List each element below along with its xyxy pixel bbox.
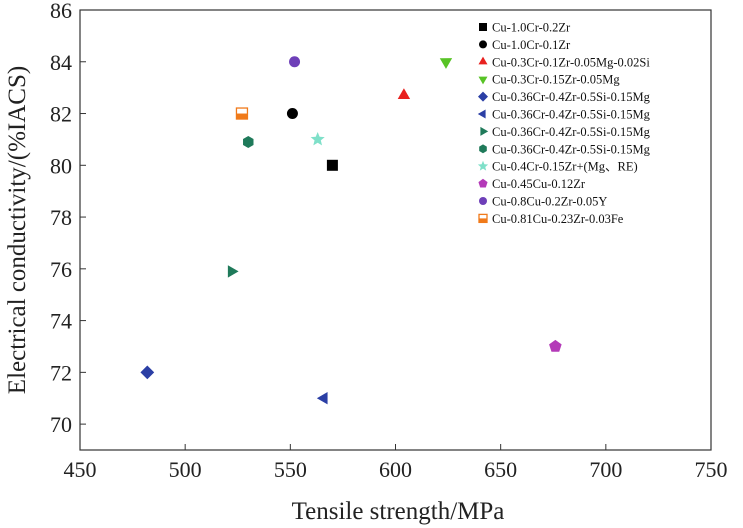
x-axis-title: Tensile strength/MPa (292, 498, 505, 525)
plot-area (79, 9, 712, 451)
legend-marker (478, 76, 488, 85)
legend-marker (479, 144, 487, 154)
data-point (140, 365, 155, 380)
y-tick-label: 74 (50, 309, 72, 334)
data-point (235, 107, 249, 120)
data-point (310, 131, 325, 146)
x-tick-label: 750 (695, 457, 728, 482)
legend-label: Cu-1.0Cr-0.1Zr (492, 38, 571, 52)
x-tick-label: 600 (379, 457, 412, 482)
x-tick-label: 650 (484, 457, 517, 482)
legend-label: Cu-0.36Cr-0.4Zr-0.5Si-0.15Mg (492, 142, 651, 156)
legend-label: Cu-0.4Cr-0.15Zr+(Mg、RE) (492, 160, 638, 174)
x-tick-label: 700 (589, 457, 622, 482)
legend-label: Cu-0.36Cr-0.4Zr-0.5Si-0.15Mg (492, 108, 651, 122)
legend-label: Cu-0.36Cr-0.4Zr-0.5Si-0.15Mg (492, 90, 651, 104)
y-tick-label: 78 (50, 205, 72, 230)
legend-label: Cu-0.3Cr-0.1Zr-0.05Mg-0.02Si (492, 55, 650, 69)
data-point (227, 265, 239, 278)
data-points (140, 56, 562, 405)
legend-label: Cu-0.81Cu-0.23Zr-0.03Fe (492, 212, 624, 226)
legend-marker (479, 197, 487, 205)
y-tick-label: 84 (50, 50, 72, 75)
legend-marker (477, 160, 489, 171)
legend-marker (478, 213, 488, 224)
y-tick-label: 72 (50, 360, 72, 385)
x-tick-label: 450 (64, 457, 97, 482)
y-tick-label: 80 (50, 153, 72, 178)
data-point (243, 135, 254, 149)
y-tick-label: 82 (50, 102, 72, 127)
legend-label: Cu-1.0Cr-0.2Zr (492, 21, 571, 35)
y-axis-title: Electrical conductivity/(%IACS) (4, 66, 31, 394)
data-point (439, 58, 453, 69)
legend-marker (479, 40, 487, 49)
legend: Cu-1.0Cr-0.2Zr Cu-1.0Cr-0.1Zr Cu-0.3Cr-0.1… (477, 21, 651, 226)
legend-label: Cu-0.36Cr-0.4Zr-0.5Si-0.15Mg (492, 125, 651, 139)
legend-marker (478, 91, 488, 102)
data-point (549, 339, 562, 352)
legend-label: Cu-0.3Cr-0.15Zr-0.05Mg (492, 73, 620, 87)
x-tick-label: 550 (274, 457, 307, 482)
data-point (326, 159, 338, 171)
legend-marker (479, 23, 487, 31)
legend-label: Cu-0.45Cu-0.12Zr (492, 177, 586, 191)
data-point (289, 56, 301, 68)
data-point (286, 108, 298, 120)
y-tick-label: 76 (50, 257, 72, 282)
x-tick-label: 500 (169, 457, 202, 482)
legend-marker (480, 126, 489, 136)
y-tick-label: 70 (50, 412, 72, 437)
legend-marker (477, 109, 486, 119)
y-tick-label: 86 (50, 0, 72, 23)
axis-ticks: 450 500 550 600 650 700 750 70 72 74 76 78 80 82 84 86 (50, 0, 728, 482)
legend-marker (478, 56, 488, 65)
legend-marker (478, 178, 488, 188)
legend-label: Cu-0.8Cu-0.2Zr-0.05Y (492, 195, 607, 209)
data-point (316, 392, 328, 405)
data-point (397, 88, 411, 99)
